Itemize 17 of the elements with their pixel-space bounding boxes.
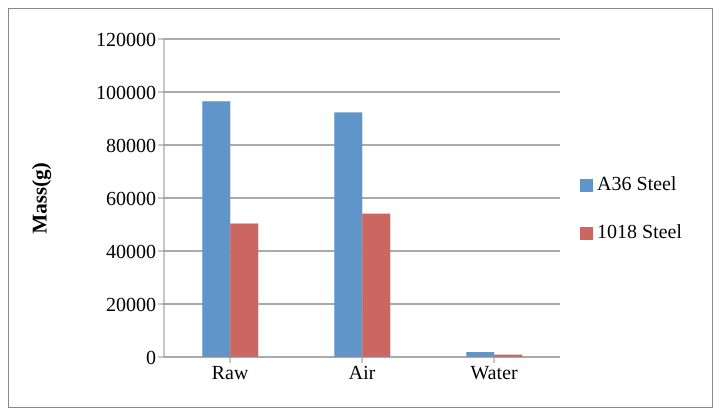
x-tick-label: Air xyxy=(348,362,376,384)
y-tick-label: 100000 xyxy=(96,82,156,104)
legend-label: 1018 Steel xyxy=(597,221,682,243)
x-tick-label: Water xyxy=(470,362,518,384)
y-tick-label: 20000 xyxy=(106,294,156,316)
bar xyxy=(362,214,390,357)
legend-label: A36 Steel xyxy=(597,173,676,195)
y-tick-label: 120000 xyxy=(96,29,156,52)
y-tick-label: 80000 xyxy=(106,135,156,158)
bar xyxy=(202,101,230,357)
x-tick-label: Raw xyxy=(212,362,249,384)
y-tick-label: 0 xyxy=(146,347,156,370)
bar xyxy=(334,112,362,357)
y-tick-label: 60000 xyxy=(106,188,156,210)
bar xyxy=(230,223,258,357)
y-tick-label: 40000 xyxy=(106,241,156,264)
y-axis-title: Mass(g) xyxy=(27,162,52,234)
